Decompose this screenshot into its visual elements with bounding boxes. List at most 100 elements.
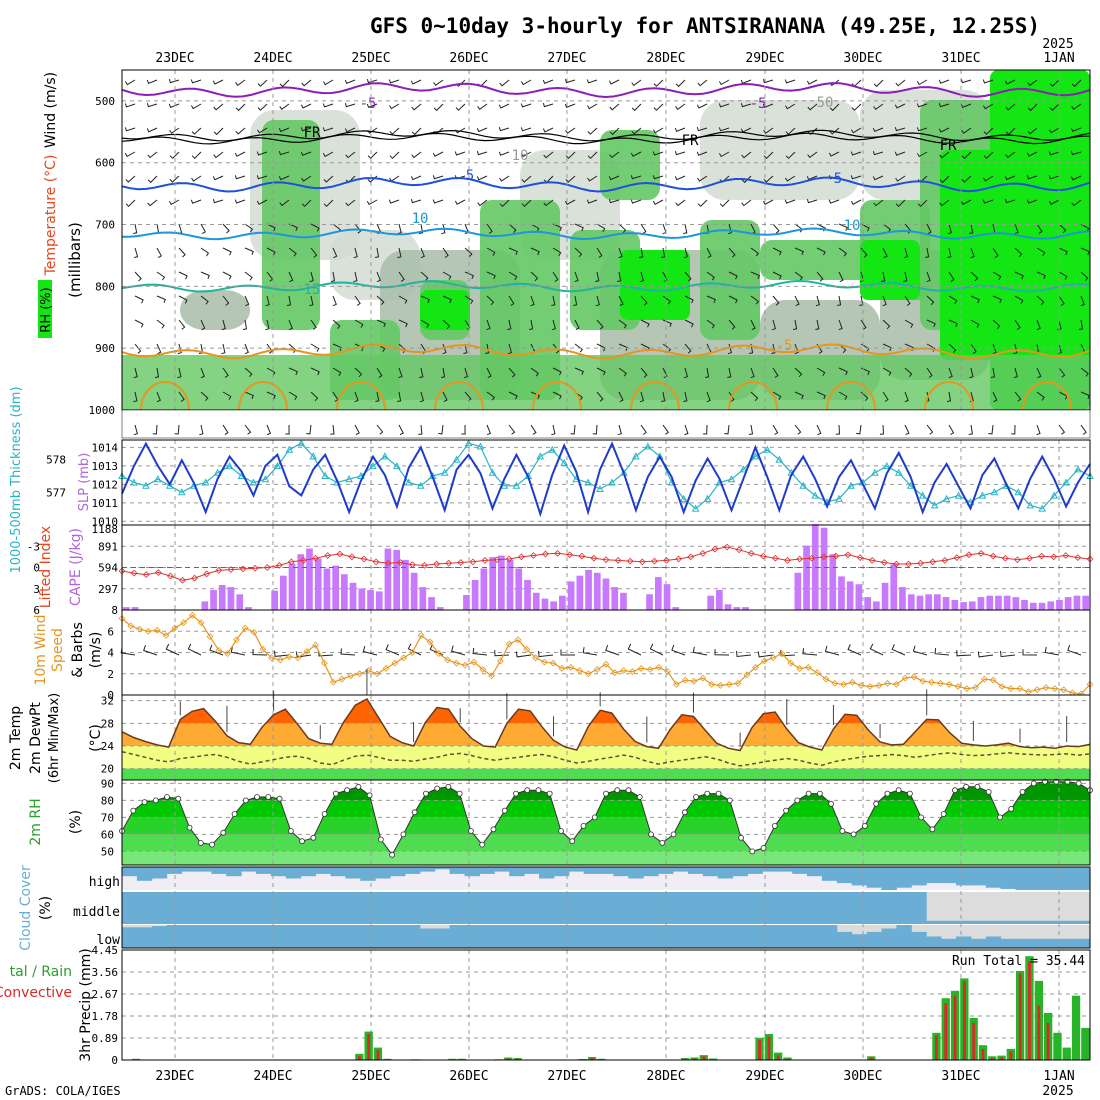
rh2m-point-32	[479, 841, 486, 848]
upper-wind-barb-234	[432, 199, 444, 204]
upper-wind-barb-269	[244, 223, 254, 233]
cloud-middle-bar-56	[956, 920, 972, 924]
wind10m-point-70	[734, 679, 742, 687]
wind10m-point-7	[180, 619, 187, 627]
cloud-middle-bar-44	[777, 892, 793, 924]
upper-wind-barb-449	[332, 319, 341, 330]
upper-wind-barb-206	[784, 175, 796, 182]
rh2m-point-45	[625, 787, 632, 794]
rh2m-point-3	[152, 797, 159, 804]
strip-wind-barb-28	[748, 424, 754, 435]
upper-wind-barb-393	[1036, 271, 1046, 280]
rh2m-point-55	[738, 834, 744, 841]
upper-wind-barb-547	[552, 367, 562, 376]
strip-wind-barb-38	[968, 424, 973, 435]
upper-wind-barb-501	[507, 343, 513, 355]
cloud-middle-bar-48	[836, 892, 853, 924]
cape-bar-83	[846, 581, 854, 610]
upper-wind-barb-128	[1005, 127, 1016, 136]
upper-wind-barb-223	[190, 199, 202, 204]
upper-wind-barb-376	[662, 271, 668, 283]
wind10m-barb-23	[627, 643, 642, 656]
upper-wind-barb-245	[675, 199, 686, 207]
li-point-20	[360, 555, 368, 563]
li-point-56	[796, 555, 803, 563]
upper-wind-barb-540	[398, 367, 403, 379]
cloud-low-bar-50	[866, 931, 882, 948]
cape-bar-52	[576, 575, 584, 610]
wind10m-point-1	[127, 622, 135, 630]
bottom-date-label-3: 26DEC	[449, 1069, 488, 1084]
upper-wind-barb-132	[124, 151, 136, 158]
wind10m-point-8	[189, 611, 196, 619]
upper-wind-barb-122	[872, 127, 884, 133]
cape-bar-89	[899, 587, 906, 610]
upper-wind-barb-557	[772, 367, 779, 378]
thickness-point-75	[1014, 488, 1023, 496]
rh2m-point-17	[310, 834, 317, 841]
cloud-high-bar-47	[821, 867, 838, 881]
cloud-high-bar-40	[717, 867, 734, 879]
upper-wind-barb-344	[925, 247, 930, 258]
upper-wind-barb-138	[256, 151, 268, 156]
upper-wind-barb-134	[169, 151, 180, 160]
wind10m-point-4	[153, 626, 161, 634]
strip-wind-barb-22	[617, 424, 623, 436]
upper-wind-barb-567	[990, 367, 996, 378]
upper-wind-barb-476	[926, 319, 936, 328]
thickness-point-13	[273, 462, 282, 470]
rh2m-point-30	[456, 790, 463, 797]
upper-ytick-0: 500	[95, 95, 115, 108]
upper-wind-barb-300	[926, 223, 932, 235]
cape-bar-103	[1021, 600, 1028, 610]
strip-wind-barb-40	[1011, 424, 1016, 435]
cloud-high-bar-13	[315, 867, 331, 874]
cloud-middle-bar-32	[598, 892, 614, 924]
wind10m-barb-36	[912, 645, 928, 656]
li-point-50	[723, 543, 731, 551]
wind10m-point-79	[813, 669, 821, 677]
cloud-middle-bar-18	[390, 892, 406, 924]
li-point-5	[179, 576, 186, 584]
rh2m-point-35	[513, 790, 519, 797]
upper-ytick-5: 1000	[89, 404, 116, 417]
thickness-point-4	[165, 481, 174, 489]
upper-wind-barb-157	[674, 151, 686, 156]
li-point-72	[989, 552, 997, 560]
upper-wind-barb-612	[1014, 391, 1022, 402]
bottom-date-label-2: 25DEC	[351, 1069, 390, 1084]
cape-bar-25	[341, 574, 348, 610]
contour-label-9: 15	[304, 282, 321, 298]
cape-bar-96	[960, 602, 967, 610]
li-point-3	[154, 569, 162, 576]
upper-wind-barb-165	[850, 151, 862, 156]
upper-wind-barb-27	[718, 79, 730, 86]
upper-wind-barb-263	[1071, 199, 1082, 207]
upper-wind-barb-160	[741, 151, 752, 159]
upper-wind-barb-579	[288, 391, 298, 401]
wind10m-barb-39	[977, 651, 994, 658]
upper-wind-barb-524	[1013, 343, 1018, 355]
cloud-middle-bar-45	[792, 892, 808, 924]
strip-wind-barb-7	[285, 424, 290, 435]
rh-pale-region-4	[700, 100, 860, 200]
cloud-low-bar-27	[524, 925, 540, 948]
wind10m-point-62	[664, 668, 671, 676]
cloud-middle-bar-28	[539, 892, 555, 924]
strip-wind-barb-5	[244, 424, 252, 435]
wind10m-point-80	[822, 675, 830, 683]
li-point-65	[905, 560, 912, 568]
rh2m-point-9	[220, 829, 227, 836]
thickness-point-52	[739, 465, 748, 473]
wind10m-point-65	[690, 677, 698, 685]
upper-wind-barb-606	[882, 391, 889, 402]
wind10m-point-91	[919, 677, 927, 685]
cloud-low-bar-26	[509, 925, 525, 948]
upper-wind-barb-293	[772, 223, 780, 234]
precip-conv-bar-98	[1037, 1005, 1041, 1060]
wind10m-point-95	[954, 683, 962, 690]
upper-wind-barb-450	[354, 319, 364, 328]
li-point-54	[772, 554, 779, 562]
cloud-middle-bar-50	[866, 892, 882, 924]
contour-label-4: FR	[940, 138, 957, 154]
